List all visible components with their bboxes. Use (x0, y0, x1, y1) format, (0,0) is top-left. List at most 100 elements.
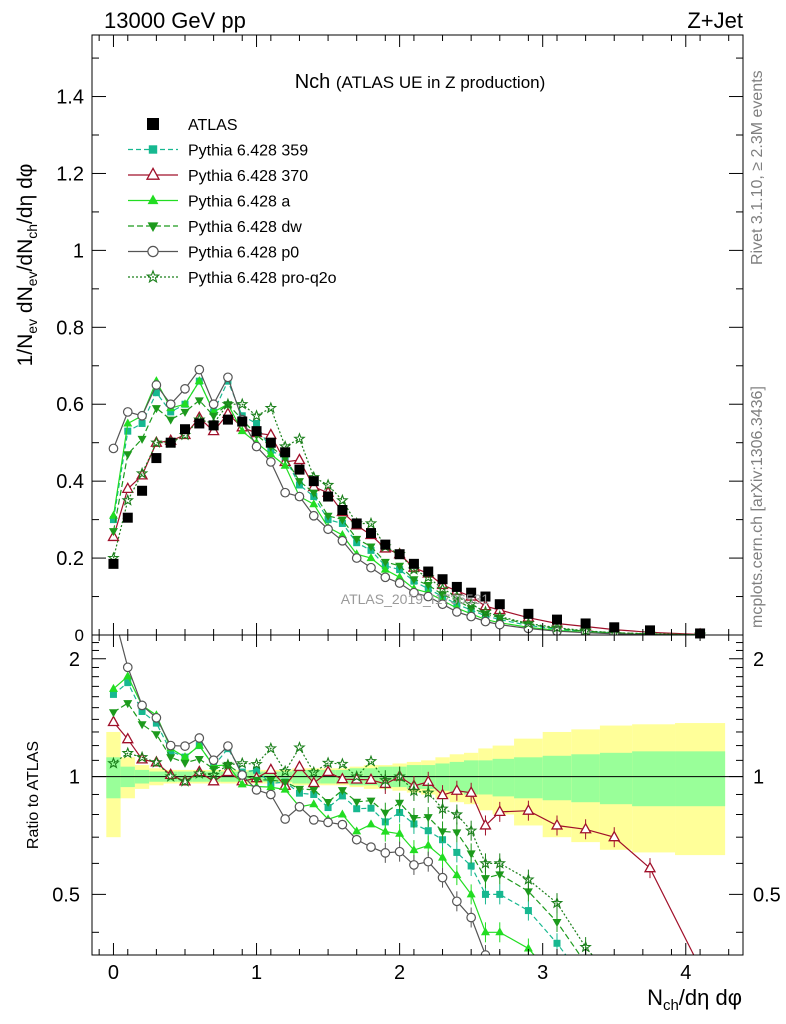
series-point-4 (366, 562, 376, 573)
y-tick-label: 0.2 (56, 548, 84, 570)
series-point-3 (409, 576, 419, 585)
ratio-point-0 (467, 862, 475, 870)
data-point (151, 453, 162, 464)
data-point (308, 476, 319, 487)
ratio-point-2 (423, 840, 433, 849)
ratio-y-label: Ratio to ATLAS (25, 741, 42, 849)
ratio-point-2 (108, 683, 118, 692)
legend-label: Pythia 6.428 370 (188, 168, 308, 185)
ratio-point-1 (293, 760, 306, 772)
ratio-point-3 (495, 871, 505, 880)
series-line-5 (112, 403, 701, 635)
ratio-point-3 (323, 798, 333, 807)
ratio-point-5 (193, 766, 206, 779)
series-point-4 (466, 611, 477, 622)
x-tick-label: 2 (394, 962, 405, 984)
ratio-point-2 (280, 784, 290, 793)
ratio-point-4 (423, 856, 434, 867)
series-point-3 (194, 397, 204, 406)
data-point (180, 424, 190, 435)
ratio-tick-label-right: 2 (753, 649, 764, 671)
ratio-plot-frame (91, 634, 744, 956)
data-point (480, 591, 491, 602)
ratio-point-4 (194, 733, 205, 743)
ratio-point-2 (337, 809, 347, 818)
ratio-point-5 (407, 784, 421, 797)
data-point (580, 618, 591, 629)
series-point-3 (123, 451, 133, 460)
ratio-point-4 (237, 770, 248, 780)
series-point-3 (137, 435, 147, 444)
series-point-5 (336, 493, 349, 506)
data-point (280, 447, 291, 458)
ratio-point-0 (324, 804, 332, 812)
plot-title-note: (ATLAS UE in Z production) (336, 73, 545, 92)
data-point (451, 581, 462, 592)
series-point-3 (209, 412, 219, 421)
ratio-line-3 (113, 702, 581, 955)
ratio-point-3 (108, 709, 118, 718)
data-point (108, 558, 119, 569)
ratio-point-2 (237, 779, 247, 788)
ratio-point-4 (122, 662, 133, 673)
series-point-0 (253, 419, 261, 427)
stat-band-bin (542, 755, 572, 801)
ratio-point-1 (107, 715, 120, 727)
ratio-point-5 (450, 807, 464, 820)
x-tick-label: 0 (108, 962, 119, 984)
ratio-point-2 (452, 870, 462, 879)
series-point-5 (522, 616, 535, 629)
y-tick-label: 1.4 (56, 87, 84, 109)
stat-band-bin (478, 760, 493, 795)
series-point-1 (121, 482, 134, 493)
watermark: ATLAS_2019_I1736531 (341, 591, 490, 607)
data-point (552, 614, 562, 625)
ratio-point-1 (493, 805, 506, 817)
data-point (523, 608, 534, 619)
ratio-point-3 (309, 786, 319, 795)
series-point-5 (121, 493, 135, 506)
series-point-3 (366, 543, 376, 552)
series-point-5 (264, 401, 278, 414)
ratio-point-3 (366, 797, 376, 806)
series-point-3 (438, 591, 448, 600)
series-point-2 (266, 449, 276, 458)
ratio-point-0 (453, 848, 461, 856)
series-point-1 (479, 599, 492, 611)
ratio-point-2 (495, 927, 505, 936)
ratio-point-3 (294, 785, 304, 794)
ratio-point-4 (251, 785, 262, 795)
ratio-point-5 (164, 770, 177, 782)
data-point (351, 518, 362, 529)
ratio-point-5 (522, 873, 535, 885)
series-point-2 (123, 418, 133, 427)
legend-marker (148, 145, 158, 154)
ratio-point-0 (481, 890, 489, 898)
ratio-point-1 (465, 785, 478, 797)
legend-label: Pythia 6.428 a (188, 194, 290, 211)
ratio-point-2 (366, 819, 376, 828)
ratio-point-4 (137, 700, 147, 711)
stat-band-bin (675, 751, 726, 807)
stat-band-bin (464, 760, 479, 795)
legend-marker (147, 245, 159, 258)
ratio-point-3 (452, 829, 462, 838)
ratio-point-5 (464, 824, 478, 837)
ratio-point-4 (180, 741, 190, 751)
y-tick-label: 0.6 (56, 394, 84, 416)
data-point (609, 622, 620, 633)
ratio-point-4 (524, 972, 533, 981)
series-point-4 (151, 380, 162, 390)
stat-band-bin (571, 754, 600, 803)
ratio-tick-label-right: 0.5 (753, 884, 781, 906)
ratio-point-4 (265, 789, 276, 800)
ratio-point-2 (480, 927, 490, 936)
series-point-0 (138, 419, 146, 427)
data-point (494, 599, 505, 610)
ratio-point-2 (123, 671, 133, 680)
ratio-point-4 (109, 609, 118, 618)
ratio-tick-label: 2 (69, 649, 80, 671)
ratio-point-4 (366, 842, 376, 852)
ratio-point-1 (336, 772, 349, 784)
